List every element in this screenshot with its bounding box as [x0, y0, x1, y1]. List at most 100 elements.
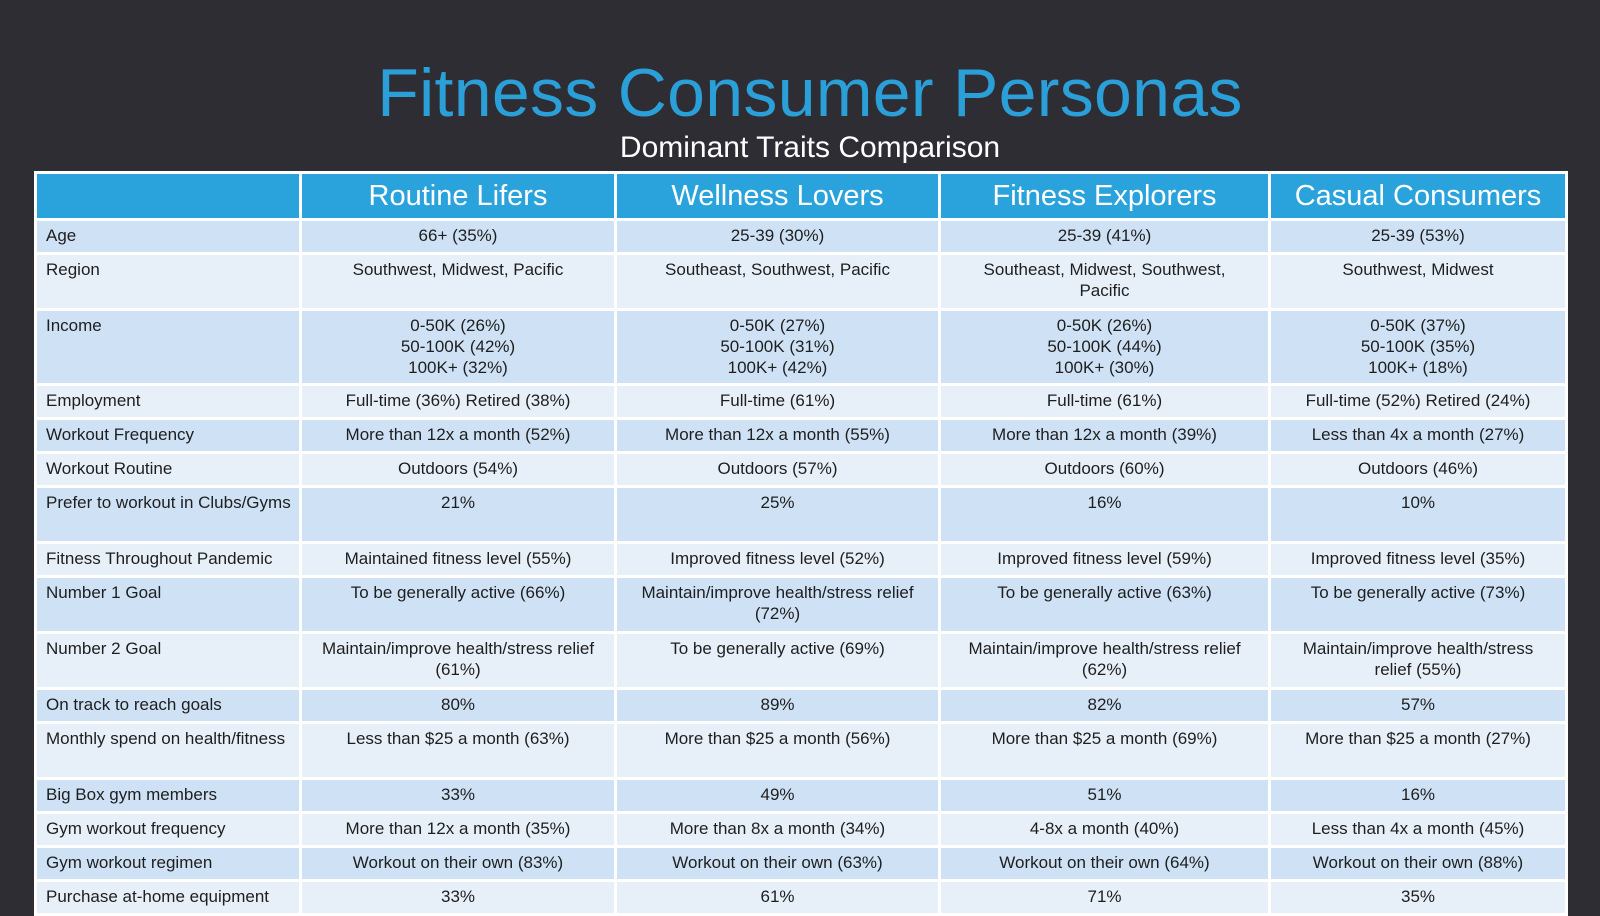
row-label: Workout Frequency	[34, 417, 302, 454]
row-label: Gym workout frequency	[34, 811, 302, 848]
table-cell: 0-50K (26%) 50-100K (44%) 100K+ (30%)	[938, 308, 1271, 386]
table-header-row: Routine Lifers Wellness Lovers Fitness E…	[34, 171, 1568, 221]
header-wellness-lovers: Wellness Lovers	[614, 171, 941, 221]
table-cell: Maintain/improve health/stress relief (6…	[299, 631, 617, 690]
table-cell: 57%	[1268, 687, 1568, 724]
table-cell: Workout on their own (88%)	[1268, 845, 1568, 882]
table-cell: 16%	[1268, 777, 1568, 814]
table-cell: 25-39 (41%)	[938, 218, 1271, 255]
table-cell: Maintain/improve health/stress relief (5…	[1268, 631, 1568, 690]
table-row: Big Box gym members 33% 49% 51% 16%	[34, 777, 1568, 814]
table-cell: 80%	[299, 687, 617, 724]
table-cell: 0-50K (37%) 50-100K (35%) 100K+ (18%)	[1268, 308, 1568, 386]
header-corner-cell	[34, 171, 302, 221]
table-row: Workout Frequency More than 12x a month (…	[34, 417, 1568, 454]
table-cell: To be generally active (73%)	[1268, 575, 1568, 634]
table-cell: 66+ (35%)	[299, 218, 617, 255]
table-cell: Full-time (61%)	[614, 383, 941, 420]
page-subtitle: Dominant Traits Comparison	[619, 131, 1001, 164]
table-cell: Southeast, Midwest, Southwest, Pacific	[938, 252, 1271, 311]
table-cell: Improved fitness level (35%)	[1268, 541, 1568, 578]
table-cell: 16%	[938, 485, 1271, 544]
table-row: Age 66+ (35%) 25-39 (30%) 25-39 (41%) 25-39 …	[34, 218, 1568, 255]
table-cell: Southwest, Midwest	[1268, 252, 1568, 311]
table-row: Monthly spend on health/fitness Less than…	[34, 721, 1568, 780]
table-cell: Workout on their own (63%)	[614, 845, 941, 882]
table-cell: More than 12x a month (39%)	[938, 417, 1271, 454]
header-casual-consumers: Casual Consumers	[1268, 171, 1568, 221]
table-cell: 4-8x a month (40%)	[938, 811, 1271, 848]
row-label: Prefer to workout in Clubs/Gyms	[34, 485, 302, 544]
persona-comparison-table-container: Routine Lifers Wellness Lovers Fitness E…	[34, 171, 1568, 916]
row-label: On track to reach goals	[34, 687, 302, 724]
table-cell: More than $25 a month (69%)	[938, 721, 1271, 780]
table-body: Age 66+ (35%) 25-39 (30%) 25-39 (41%) 25-39 …	[34, 218, 1568, 916]
row-label: Number 2 Goal	[34, 631, 302, 690]
table-cell: Maintain/improve health/stress relief (7…	[614, 575, 941, 634]
row-label: Purchase at-home equipment	[34, 879, 302, 916]
table-row: Gym workout frequency More than 12x a mon…	[34, 811, 1568, 848]
table-cell: More than 12x a month (52%)	[299, 417, 617, 454]
table-cell: Less than $25 a month (63%)	[299, 721, 617, 780]
table-row: Prefer to workout in Clubs/Gyms 21% 25% 16%…	[34, 485, 1568, 544]
table-cell: Less than 4x a month (27%)	[1268, 417, 1568, 454]
table-cell: 61%	[614, 879, 941, 916]
table-cell: Outdoors (60%)	[938, 451, 1271, 488]
table-row: Gym workout regimen Workout on their own …	[34, 845, 1568, 882]
table-cell: Less than 4x a month (45%)	[1268, 811, 1568, 848]
table-row: Fitness Throughout Pandemic Maintained fi…	[34, 541, 1568, 578]
table-cell: Full-time (52%) Retired (24%)	[1268, 383, 1568, 420]
row-label: Region	[34, 252, 302, 311]
table-cell: 0-50K (26%) 50-100K (42%) 100K+ (32%)	[299, 308, 617, 386]
row-label: Fitness Throughout Pandemic	[34, 541, 302, 578]
page-title: Fitness Consumer Personas	[377, 55, 1243, 131]
table-cell: 33%	[299, 777, 617, 814]
table-cell: 21%	[299, 485, 617, 544]
table-cell: Improved fitness level (52%)	[614, 541, 941, 578]
table-cell: Maintain/improve health/stress relief (6…	[938, 631, 1271, 690]
table-row: On track to reach goals 80% 89% 82% 57%	[34, 687, 1568, 724]
table-cell: To be generally active (66%)	[299, 575, 617, 634]
table-cell: Workout on their own (64%)	[938, 845, 1271, 882]
table-cell: 71%	[938, 879, 1271, 916]
table-cell: 0-50K (27%) 50-100K (31%) 100K+ (42%)	[614, 308, 941, 386]
row-label: Gym workout regimen	[34, 845, 302, 882]
table-cell: 82%	[938, 687, 1271, 724]
table-cell: 33%	[299, 879, 617, 916]
table-row: Number 1 Goal To be generally active (66%…	[34, 575, 1568, 634]
table-cell: To be generally active (63%)	[938, 575, 1271, 634]
table-row: Purchase at-home equipment 33% 61% 71% 35%	[34, 879, 1568, 916]
table-cell: More than 12x a month (35%)	[299, 811, 617, 848]
table-cell: 25-39 (53%)	[1268, 218, 1568, 255]
table-row: Workout Routine Outdoors (54%) Outdoors (5…	[34, 451, 1568, 488]
table-cell: 10%	[1268, 485, 1568, 544]
table-cell: More than 12x a month (55%)	[614, 417, 941, 454]
row-label: Big Box gym members	[34, 777, 302, 814]
table-cell: Southeast, Southwest, Pacific	[614, 252, 941, 311]
table-cell: 25-39 (30%)	[614, 218, 941, 255]
table-cell: Workout on their own (83%)	[299, 845, 617, 882]
table-cell: To be generally active (69%)	[614, 631, 941, 690]
table-cell: Outdoors (54%)	[299, 451, 617, 488]
row-label: Age	[34, 218, 302, 255]
table-row: Region Southwest, Midwest, Pacific Southea…	[34, 252, 1568, 311]
row-label: Employment	[34, 383, 302, 420]
table-cell: Full-time (36%) Retired (38%)	[299, 383, 617, 420]
row-label: Income	[34, 308, 302, 386]
table-cell: Full-time (61%)	[938, 383, 1271, 420]
table-cell: Maintained fitness level (55%)	[299, 541, 617, 578]
table-row: Number 2 Goal Maintain/improve health/str…	[34, 631, 1568, 690]
row-label: Monthly spend on health/fitness	[34, 721, 302, 780]
table-cell: 25%	[614, 485, 941, 544]
header-fitness-explorers: Fitness Explorers	[938, 171, 1271, 221]
table-row: Employment Full-time (36%) Retired (38%) F…	[34, 383, 1568, 420]
table-cell: 49%	[614, 777, 941, 814]
table-cell: More than $25 a month (27%)	[1268, 721, 1568, 780]
header-routine-lifers: Routine Lifers	[299, 171, 617, 221]
table-row: Income 0-50K (26%) 50-100K (42%) 100K+ (3…	[34, 308, 1568, 386]
table-cell: Outdoors (46%)	[1268, 451, 1568, 488]
table-cell: Southwest, Midwest, Pacific	[299, 252, 617, 311]
row-label: Number 1 Goal	[34, 575, 302, 634]
table-cell: More than 8x a month (34%)	[614, 811, 941, 848]
table-cell: 51%	[938, 777, 1271, 814]
